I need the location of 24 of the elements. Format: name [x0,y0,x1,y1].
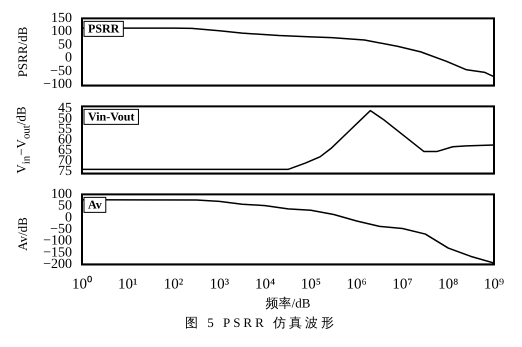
caption: 图 5 PSRR 仿真波形 [184,314,338,332]
y-tick-label: 100 [51,24,72,40]
x-tick-label: 10⁵ [300,276,322,292]
y-tick-label: −200 [43,257,72,272]
x-tick-label: 10¹ [118,276,138,292]
y-axis-title: Av/dB [15,217,31,251]
series-label: PSRR [88,21,120,36]
series-label: Av [88,197,102,212]
y-tick-label: −50 [50,64,72,79]
x-tick-label: 10² [164,276,184,292]
x-tick-label: 10⁰ [72,275,92,292]
x-axis-title: 频率/dB [266,296,311,311]
x-tick-label: 10⁷ [392,276,413,292]
text: Vin-Vout [88,109,134,124]
x-tick-label: 10⁶ [346,276,367,292]
y-tick-label: 150 [51,11,72,26]
y-tick-label: −100 [43,76,72,92]
y-axis-title: PSRR/dB [15,26,31,78]
x-tick-label: 10⁹ [484,276,504,292]
x-tick-label: 10⁴ [254,276,276,292]
x-tick-label: 10³ [210,276,230,292]
x-tick-label: 10⁸ [438,276,458,292]
y-tick-label: 0 [65,50,72,66]
y-tick-label: 50 [58,37,72,52]
